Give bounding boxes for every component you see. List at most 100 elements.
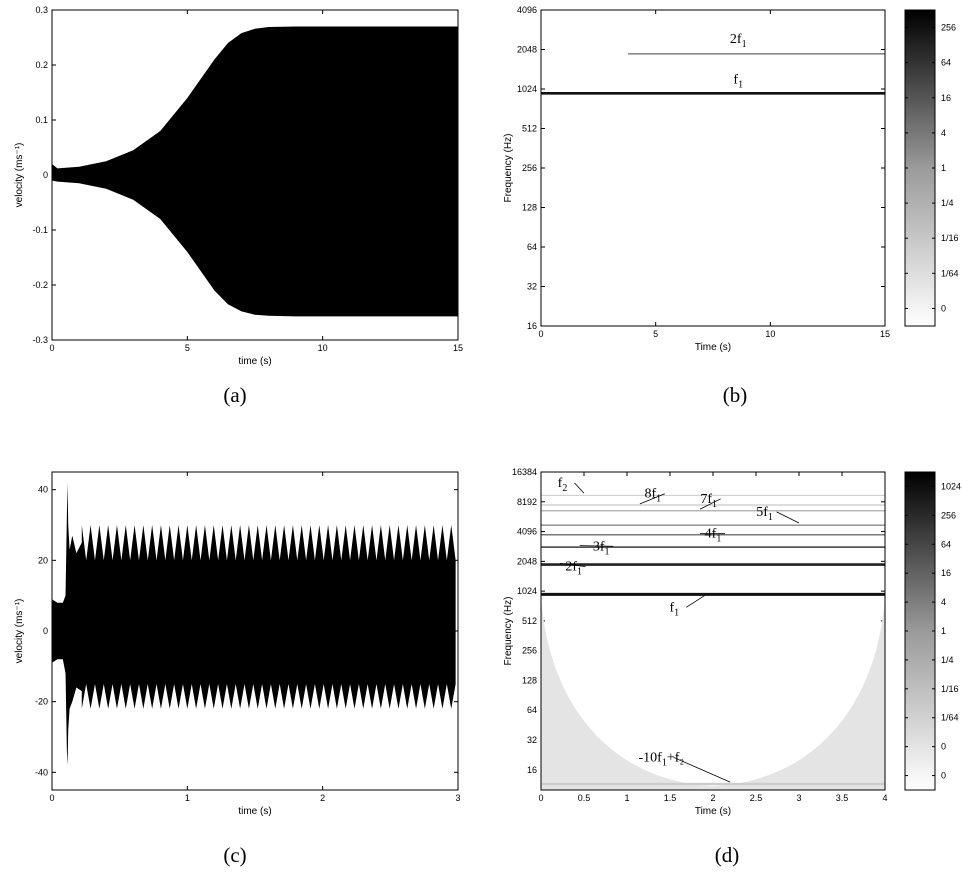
- y-tick-label: 0: [43, 626, 48, 636]
- y-tick-label: 0: [43, 170, 48, 180]
- harmonic-annotation: 2f1: [730, 32, 747, 50]
- panel-c: 0 1 2 3 -40 -20 0 20 40 time (s) velocity (ms⁻¹) (c…: [14, 471, 461, 867]
- colorbar-label: 16: [941, 568, 951, 578]
- x-tick-label: 0.5: [578, 793, 591, 803]
- y-tick-label: 128: [522, 203, 537, 213]
- colorbar-label: 1/64: [941, 713, 959, 723]
- y-axis-label: Frequency (Hz): [503, 134, 514, 203]
- y-tick-label: 0.1: [35, 115, 48, 125]
- x-tick-label: 5: [653, 329, 658, 339]
- colorbar-label: 4: [941, 597, 946, 607]
- x-tick-label: 10: [318, 343, 328, 353]
- panel-d: 0 0.5 1 1.5 2 2.5 3 3.5 4 16 32 64 128 256 512 1024 2048…: [503, 467, 961, 867]
- x-tick-label: 0: [49, 793, 54, 803]
- x-axis-label: Time (s): [695, 806, 731, 817]
- x-tick-label: 5: [185, 343, 190, 353]
- y-tick-label: 16: [527, 321, 537, 331]
- y-tick-label: 256: [522, 646, 537, 656]
- y-tick-label: 20: [38, 555, 48, 565]
- plot-frame: [540, 471, 886, 791]
- panel-a: 0 5 10 15 -0.3 -0.2 -0.1 0 0.1 0.2 0.3 time (s) velo…: [14, 5, 463, 407]
- colorbar-label: 1/4: [941, 655, 954, 665]
- y-tick-label: 4096: [517, 5, 537, 15]
- colorbar-label: 16: [941, 93, 951, 103]
- colorbar-scale: [904, 471, 936, 791]
- y-tick-label: 0.3: [35, 5, 48, 15]
- annotation-arrow: [574, 482, 585, 494]
- x-tick-label: 2.5: [750, 793, 763, 803]
- annotation-arrow: [686, 595, 705, 608]
- y-tick-label: 2048: [517, 45, 537, 55]
- plot-frame: [540, 9, 886, 327]
- x-tick-label: 3: [796, 793, 801, 803]
- y-tick-label: 0.2: [35, 60, 48, 70]
- y-axis: -40 -20 0 20 40: [35, 485, 458, 777]
- colorbar-label: 256: [941, 510, 956, 520]
- colorbar-label: 4: [941, 128, 946, 138]
- y-tick-label: 16: [527, 765, 537, 775]
- harmonic-annotation: f1: [669, 600, 679, 618]
- plot-background: [541, 10, 885, 326]
- x-tick-label: 15: [453, 343, 463, 353]
- x-tick-label: 4: [882, 793, 887, 803]
- colorbar-label: 1/16: [941, 684, 959, 694]
- colorbar-label: 256: [941, 23, 956, 33]
- harmonic-annotation: f1: [733, 72, 743, 90]
- panel-label: (d): [715, 843, 740, 867]
- spectral-spread: [541, 596, 885, 790]
- y-tick-label: 128: [522, 675, 537, 685]
- y-tick-label: 40: [38, 485, 48, 495]
- x-tick-label: 15: [880, 329, 890, 339]
- y-tick-label: 16384: [512, 467, 537, 477]
- annotation-arrow: [699, 498, 721, 510]
- x-axis-label: Time (s): [695, 342, 731, 353]
- velocity-signal: [52, 26, 458, 317]
- x-tick-label: 1: [624, 793, 629, 803]
- y-tick-label: 1024: [517, 84, 537, 94]
- harmonic-annotation: 4f1: [705, 527, 722, 545]
- plot-frame: [51, 471, 459, 791]
- panel-label: (c): [223, 843, 246, 867]
- velocity-signal: [52, 482, 456, 766]
- colorbar-label: 1/64: [941, 268, 959, 278]
- annotation-arrow: [673, 756, 731, 783]
- plot-frame: [51, 9, 459, 341]
- colorbar-label: 1024: [941, 481, 961, 491]
- annotation-arrow: [579, 545, 614, 547]
- y-tick-label: 512: [522, 616, 537, 626]
- x-tick-label: 0: [49, 343, 54, 353]
- annotation-arrow: [776, 511, 800, 524]
- colorbar-label: 1/4: [941, 198, 954, 208]
- panel-label: (a): [223, 383, 246, 407]
- colorbar-scale: [904, 9, 936, 327]
- harmonic-annotation: 2f1: [565, 560, 582, 578]
- x-tick-label: 3: [455, 793, 460, 803]
- harmonic-annotation: -10f1+f₂: [639, 750, 685, 768]
- colorbar-label: 0: [941, 771, 946, 781]
- harmonic-annotation: f2: [558, 476, 568, 494]
- colorbar-label: 64: [941, 539, 951, 549]
- colorbar-label: 1/16: [941, 233, 959, 243]
- y-tick-label: 64: [527, 242, 537, 252]
- annotation-arrow: [559, 563, 586, 568]
- y-tick-label: -0.1: [32, 225, 48, 235]
- y-tick-label: 32: [527, 735, 537, 745]
- y-tick-label: -0.3: [32, 335, 48, 345]
- y-tick-label: 512: [522, 124, 537, 134]
- y-tick-label: 64: [527, 705, 537, 715]
- x-tick-label: 3.5: [836, 793, 849, 803]
- x-tick-label: 1.5: [664, 793, 677, 803]
- y-tick-label: 32: [527, 282, 537, 292]
- y-axis-label: velocity (ms⁻¹): [14, 143, 25, 208]
- harmonic-annotation: 3f1: [593, 539, 610, 557]
- colorbar-label: 0: [941, 303, 946, 313]
- colorbar-label: 1: [941, 163, 946, 173]
- x-axis-label: time (s): [238, 356, 271, 367]
- y-axis-label: Frequency (Hz): [503, 597, 514, 666]
- x-tick-label: 0: [538, 329, 543, 339]
- y-tick-label: 1024: [517, 586, 537, 596]
- y-tick-label: 8192: [517, 497, 537, 507]
- harmonic-annotation: 5f1: [756, 505, 773, 523]
